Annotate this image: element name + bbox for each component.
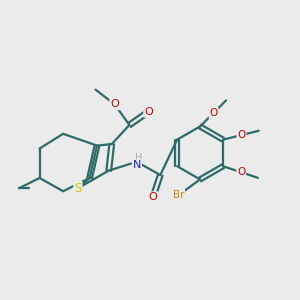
Text: H: H bbox=[134, 153, 142, 163]
Text: S: S bbox=[74, 182, 82, 195]
Text: O: O bbox=[144, 107, 153, 117]
Text: O: O bbox=[209, 108, 218, 118]
Text: O: O bbox=[237, 130, 246, 140]
Text: N: N bbox=[133, 160, 141, 170]
Text: Br: Br bbox=[173, 190, 184, 200]
Text: O: O bbox=[110, 99, 119, 110]
Text: O: O bbox=[237, 167, 245, 177]
Text: O: O bbox=[148, 192, 157, 202]
